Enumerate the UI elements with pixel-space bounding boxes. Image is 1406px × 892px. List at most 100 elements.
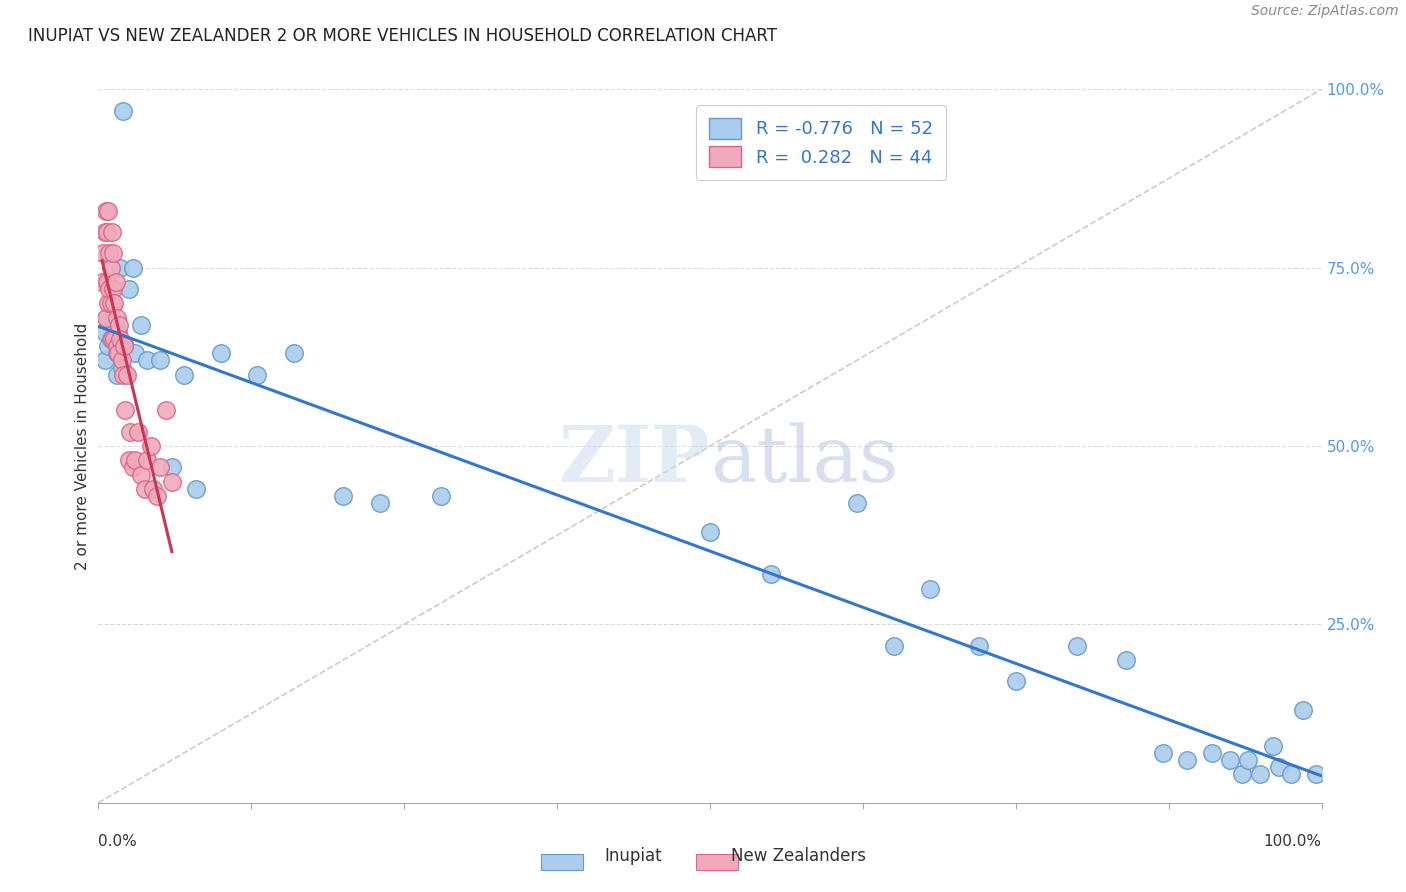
Point [129, 318, 152, 332]
Point [115, 368, 138, 382]
Point [1230, 767, 1253, 781]
Point [91, 275, 114, 289]
Point [98, 246, 121, 260]
Point [1004, 674, 1026, 689]
Point [94, 310, 117, 325]
Point [114, 403, 136, 417]
Point [1249, 767, 1271, 781]
Point [97, 339, 120, 353]
Point [136, 453, 159, 467]
Point [430, 489, 453, 503]
Point [1175, 753, 1198, 767]
Point [93, 225, 115, 239]
Point [97, 296, 120, 310]
Point [107, 325, 129, 339]
Point [110, 332, 132, 346]
Point [1066, 639, 1088, 653]
Point [127, 425, 149, 439]
Point [112, 339, 135, 353]
Y-axis label: 2 or more Vehicles in Household: 2 or more Vehicles in Household [75, 322, 90, 570]
Point [103, 332, 125, 346]
Point [160, 460, 183, 475]
Point [91, 246, 114, 260]
Point [129, 467, 152, 482]
Point [149, 460, 172, 475]
Point [100, 282, 122, 296]
Point [883, 639, 905, 653]
Point [103, 332, 125, 346]
Point [105, 310, 128, 325]
Point [105, 346, 128, 360]
Point [120, 425, 142, 439]
Point [761, 567, 783, 582]
Point [173, 368, 195, 382]
Point [96, 310, 118, 325]
Legend: R = -0.776   N = 52, R =  0.282   N = 44: R = -0.776 N = 52, R = 0.282 N = 44 [696, 105, 946, 179]
Point [136, 353, 159, 368]
Text: atlas: atlas [710, 423, 898, 498]
Point [110, 260, 132, 275]
Text: Inupiat: Inupiat [605, 847, 662, 865]
Point [121, 260, 143, 275]
Point [368, 496, 391, 510]
Point [100, 296, 122, 310]
Point [96, 225, 118, 239]
Point [121, 460, 143, 475]
Point [111, 360, 134, 375]
Text: Source: ZipAtlas.com: Source: ZipAtlas.com [1251, 4, 1399, 19]
Point [1152, 746, 1174, 760]
Point [111, 353, 134, 368]
Point [100, 260, 122, 275]
Point [1115, 653, 1137, 667]
Point [105, 368, 128, 382]
Point [332, 489, 354, 503]
Point [97, 203, 120, 218]
Point [107, 346, 129, 360]
Text: ZIP: ZIP [558, 422, 710, 499]
Point [155, 403, 177, 417]
Point [114, 339, 136, 353]
Point [146, 489, 169, 503]
Point [246, 368, 269, 382]
Point [967, 639, 990, 653]
Point [105, 339, 128, 353]
Text: New Zealanders: New Zealanders [731, 847, 866, 865]
Point [1279, 767, 1302, 781]
Point [283, 346, 305, 360]
Point [1237, 753, 1260, 767]
Point [186, 482, 208, 496]
Point [134, 482, 156, 496]
Point [93, 353, 115, 368]
Point [920, 582, 942, 596]
Point [209, 346, 232, 360]
Point [1219, 753, 1241, 767]
Point [1261, 739, 1284, 753]
Point [1201, 746, 1223, 760]
Point [845, 496, 868, 510]
Point [101, 282, 124, 296]
Point [1292, 703, 1315, 717]
Point [103, 296, 125, 310]
Point [149, 353, 172, 368]
Point [160, 475, 183, 489]
Point [1268, 760, 1291, 774]
Point [101, 332, 124, 346]
Point [111, 103, 134, 118]
Point [1305, 767, 1327, 781]
Point [93, 325, 115, 339]
Point [118, 282, 141, 296]
Text: INUPIAT VS NEW ZEALANDER 2 OR MORE VEHICLES IN HOUSEHOLD CORRELATION CHART: INUPIAT VS NEW ZEALANDER 2 OR MORE VEHIC… [28, 27, 778, 45]
Point [699, 524, 721, 539]
Point [108, 318, 131, 332]
Point [118, 453, 141, 467]
Point [139, 439, 162, 453]
Point [100, 332, 122, 346]
Text: 100.0%: 100.0% [1264, 834, 1322, 849]
Point [124, 346, 146, 360]
Point [142, 482, 165, 496]
Point [104, 275, 127, 289]
Point [124, 453, 146, 467]
Point [101, 246, 124, 260]
Text: 0.0%: 0.0% [98, 834, 138, 849]
Point [111, 368, 134, 382]
